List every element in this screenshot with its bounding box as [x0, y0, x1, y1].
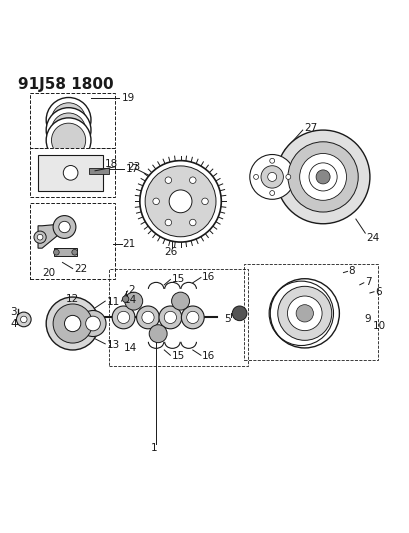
Circle shape: [16, 312, 31, 327]
Circle shape: [46, 98, 91, 142]
Circle shape: [287, 296, 321, 330]
Text: 23: 23: [127, 161, 141, 172]
Circle shape: [253, 174, 258, 179]
Circle shape: [201, 198, 208, 205]
Circle shape: [80, 311, 106, 336]
Circle shape: [145, 166, 216, 237]
Text: 14: 14: [123, 295, 137, 305]
Text: 4: 4: [10, 319, 17, 329]
Circle shape: [164, 311, 176, 324]
Circle shape: [267, 173, 276, 181]
Circle shape: [276, 130, 369, 224]
Circle shape: [46, 118, 91, 163]
Text: 9: 9: [364, 314, 371, 325]
Bar: [30, 148, 115, 197]
Circle shape: [186, 311, 198, 324]
Text: 19: 19: [121, 93, 135, 102]
Bar: [38, 155, 103, 191]
Circle shape: [159, 306, 181, 329]
Text: 24: 24: [365, 233, 378, 243]
Circle shape: [53, 215, 76, 238]
Circle shape: [171, 292, 189, 310]
Text: 2: 2: [128, 285, 135, 295]
Circle shape: [287, 142, 357, 212]
Circle shape: [64, 316, 81, 332]
Text: 8: 8: [348, 265, 354, 276]
Text: 20: 20: [42, 268, 55, 278]
Circle shape: [285, 174, 290, 179]
Text: 22: 22: [74, 264, 87, 274]
Text: 17: 17: [125, 164, 139, 174]
Circle shape: [34, 231, 46, 243]
Circle shape: [315, 170, 329, 184]
Circle shape: [112, 306, 135, 329]
Circle shape: [46, 297, 99, 350]
Bar: [89, 168, 109, 174]
Text: 3: 3: [10, 307, 17, 317]
Text: 7: 7: [364, 277, 371, 287]
Circle shape: [142, 311, 154, 324]
Bar: [243, 264, 377, 360]
Text: 12: 12: [65, 294, 79, 304]
Polygon shape: [38, 224, 64, 248]
Text: 18: 18: [105, 159, 118, 169]
Bar: [30, 204, 115, 279]
Circle shape: [181, 306, 204, 329]
Text: 11: 11: [106, 297, 119, 307]
Circle shape: [277, 286, 331, 341]
Text: 14: 14: [123, 343, 137, 353]
Circle shape: [136, 306, 159, 329]
Circle shape: [149, 325, 167, 343]
Bar: [109, 269, 247, 366]
Circle shape: [52, 123, 85, 157]
Circle shape: [85, 316, 100, 331]
Text: 13: 13: [106, 340, 119, 350]
Circle shape: [261, 166, 283, 188]
Circle shape: [189, 177, 196, 183]
Bar: [30, 93, 115, 148]
Circle shape: [153, 198, 159, 205]
Circle shape: [37, 235, 43, 240]
Circle shape: [308, 163, 336, 191]
Text: 10: 10: [372, 320, 385, 330]
Circle shape: [249, 155, 294, 199]
Text: 91J58 1800: 91J58 1800: [18, 77, 113, 92]
Text: 5: 5: [224, 313, 231, 324]
Text: 16: 16: [202, 351, 215, 361]
Circle shape: [269, 158, 274, 163]
Circle shape: [270, 279, 339, 348]
Circle shape: [295, 305, 312, 322]
Text: 26: 26: [164, 247, 177, 257]
Circle shape: [165, 177, 171, 183]
Text: 27: 27: [303, 123, 317, 133]
Circle shape: [139, 160, 221, 242]
Circle shape: [52, 103, 85, 137]
Circle shape: [117, 311, 129, 324]
Circle shape: [232, 306, 246, 321]
Circle shape: [299, 154, 346, 200]
Text: 6: 6: [374, 287, 380, 297]
Circle shape: [72, 249, 77, 255]
Circle shape: [165, 219, 171, 226]
Circle shape: [20, 316, 27, 322]
Circle shape: [53, 304, 92, 343]
Circle shape: [122, 296, 128, 302]
Text: 21: 21: [122, 239, 136, 249]
Circle shape: [54, 249, 59, 255]
Circle shape: [269, 191, 274, 196]
Text: 25: 25: [324, 198, 337, 208]
Text: 1: 1: [151, 443, 157, 453]
Polygon shape: [54, 248, 76, 256]
Text: 15: 15: [171, 351, 184, 361]
Circle shape: [169, 190, 191, 213]
Circle shape: [58, 221, 70, 233]
Circle shape: [124, 292, 142, 310]
Circle shape: [52, 113, 85, 147]
Circle shape: [63, 166, 78, 180]
Circle shape: [189, 219, 196, 226]
Circle shape: [46, 108, 91, 152]
Text: 16: 16: [202, 272, 215, 281]
Text: 15: 15: [171, 274, 184, 284]
